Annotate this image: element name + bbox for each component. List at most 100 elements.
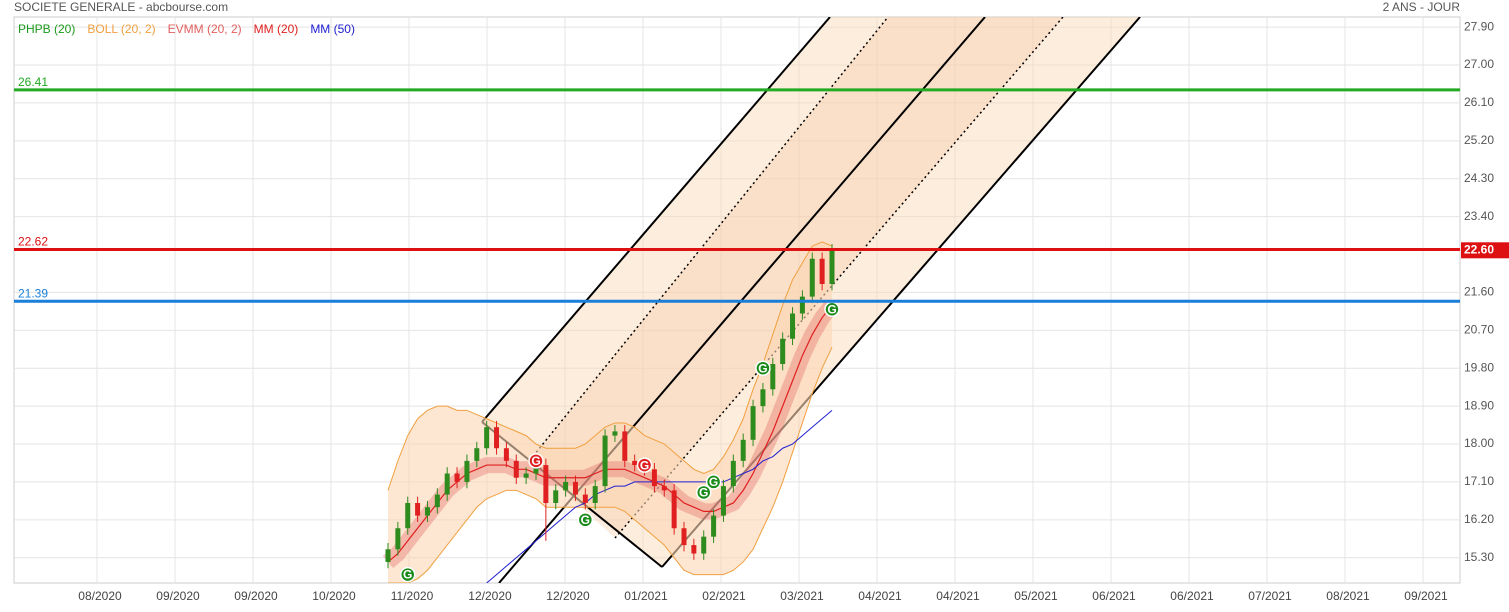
candle-body bbox=[494, 427, 500, 449]
last-price-box bbox=[1461, 242, 1509, 259]
candle-body bbox=[819, 258, 825, 284]
y-tick-label: 24.30 bbox=[1464, 171, 1494, 185]
legend-entry: MM (20) bbox=[254, 22, 299, 36]
x-tick-label: 12/2020 bbox=[468, 589, 512, 603]
candle-body bbox=[474, 448, 480, 461]
candle-body bbox=[730, 460, 736, 487]
candle-body bbox=[385, 549, 391, 562]
candle-body bbox=[790, 313, 796, 339]
bollinger-line bbox=[388, 346, 833, 583]
candle-body bbox=[750, 406, 756, 440]
level-label: 21.39 bbox=[18, 286, 48, 300]
candle-body bbox=[661, 486, 667, 491]
signal-marker bbox=[755, 360, 771, 376]
x-tick-label: 02/2021 bbox=[702, 589, 746, 603]
candle-body bbox=[720, 486, 726, 516]
mm50-line bbox=[486, 409, 833, 583]
y-tick-label: 16.20 bbox=[1464, 512, 1494, 526]
candle-body bbox=[701, 536, 707, 554]
x-tick-label: 06/2021 bbox=[1092, 589, 1136, 603]
mm20-line bbox=[387, 304, 833, 563]
signal-marker bbox=[695, 484, 712, 501]
y-tick-label: 23.40 bbox=[1464, 209, 1494, 223]
y-tick-label: 15.30 bbox=[1464, 550, 1494, 564]
fork-line bbox=[481, 17, 831, 423]
candle-body bbox=[513, 460, 519, 478]
candle-body bbox=[553, 490, 559, 503]
candle-body bbox=[444, 473, 450, 495]
legend-entry: EVMM (20, 2) bbox=[168, 22, 242, 36]
header-period: 2 ANS - JOUR bbox=[1383, 0, 1461, 14]
y-tick-label: 19.80 bbox=[1464, 360, 1494, 374]
y-tick-label: 18.90 bbox=[1464, 398, 1494, 412]
candle-body bbox=[740, 439, 746, 461]
x-tick-label: 03/2021 bbox=[780, 589, 824, 603]
candle-body bbox=[829, 250, 835, 284]
candle-body bbox=[780, 338, 786, 365]
signal-label: G bbox=[827, 302, 836, 316]
candle-body bbox=[632, 460, 638, 466]
signal-label: G bbox=[758, 361, 767, 375]
candle-body bbox=[415, 502, 421, 516]
candle-body bbox=[395, 528, 401, 550]
signal-marker bbox=[577, 512, 594, 528]
x-tick-label: 09/2020 bbox=[234, 589, 278, 603]
signal-marker bbox=[636, 457, 653, 473]
x-tick-label: 04/2021 bbox=[858, 589, 902, 603]
signal-marker bbox=[399, 566, 416, 583]
bollinger-line bbox=[387, 241, 833, 491]
candle-body bbox=[671, 490, 677, 529]
y-tick-label: 21.60 bbox=[1464, 285, 1494, 299]
candle-body bbox=[572, 481, 578, 495]
y-tick-label: 26.10 bbox=[1464, 95, 1494, 109]
candle-body bbox=[464, 460, 470, 482]
candle-body bbox=[760, 389, 766, 407]
signal-label: G bbox=[531, 454, 540, 468]
candle-body bbox=[563, 481, 569, 491]
legend-entry: MM (50) bbox=[310, 22, 355, 36]
signal-label: G bbox=[699, 486, 708, 500]
x-tick-label: 05/2021 bbox=[1014, 589, 1058, 603]
x-tick-label: 12/2020 bbox=[546, 589, 590, 603]
candle-body bbox=[503, 448, 509, 461]
candle-body bbox=[543, 465, 549, 503]
legend-entry: BOLL (20, 2) bbox=[87, 22, 155, 36]
x-tick-label: 06/2021 bbox=[1170, 589, 1214, 603]
y-tick-label: 27.90 bbox=[1464, 19, 1494, 33]
candle-body bbox=[681, 528, 687, 546]
y-tick-label: 25.20 bbox=[1464, 133, 1494, 147]
candle-body bbox=[651, 469, 657, 487]
x-tick-label: 08/2021 bbox=[1326, 589, 1370, 603]
x-tick-label: 08/2020 bbox=[78, 589, 122, 603]
candle-body bbox=[454, 473, 460, 482]
x-tick-label: 09/2020 bbox=[156, 589, 200, 603]
signal-marker bbox=[528, 453, 544, 469]
x-tick-label: 07/2021 bbox=[1248, 589, 1292, 603]
x-tick-label: 09/2021 bbox=[1404, 589, 1448, 603]
x-tick-label: 04/2021 bbox=[936, 589, 980, 603]
y-tick-label: 27.00 bbox=[1464, 57, 1494, 71]
legend-entry: PHPB (20) bbox=[18, 22, 75, 36]
x-tick-label: 11/2020 bbox=[391, 589, 434, 603]
candle-body bbox=[691, 545, 697, 554]
y-tick-label: 20.70 bbox=[1464, 322, 1494, 336]
candle-body bbox=[582, 494, 588, 503]
candle-body bbox=[602, 435, 608, 487]
candle-body bbox=[770, 364, 776, 390]
candle-body bbox=[809, 258, 815, 297]
candle-body bbox=[424, 507, 430, 516]
level-label: 22.62 bbox=[18, 235, 48, 249]
candle-body bbox=[711, 515, 717, 537]
signal-label: G bbox=[709, 475, 718, 489]
y-tick-label: 18.00 bbox=[1464, 436, 1494, 450]
candle-body bbox=[799, 296, 805, 314]
candle-body bbox=[434, 494, 440, 508]
y-tick-label: 17.10 bbox=[1464, 474, 1494, 488]
candle-body bbox=[592, 486, 598, 503]
candle-body bbox=[484, 427, 490, 449]
signal-label: G bbox=[640, 458, 649, 472]
candle-body bbox=[405, 502, 411, 529]
signal-label: G bbox=[581, 513, 590, 527]
